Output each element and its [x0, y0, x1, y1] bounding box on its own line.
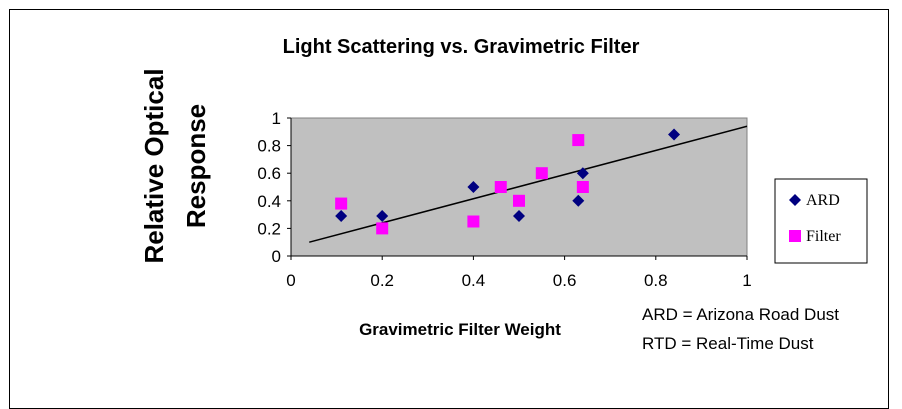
- y-tick-label: 0.2: [257, 219, 281, 238]
- legend-ard-label: ARD: [806, 192, 840, 209]
- ard-point: [576, 167, 589, 180]
- filter-point: [494, 181, 507, 193]
- x-axis-ticks: 0 0.2 0.4 0.6 0.8 1: [286, 256, 752, 290]
- filter-point: [376, 222, 389, 235]
- filter-point: [335, 197, 348, 210]
- filter-point: [535, 167, 548, 180]
- filter-point: [513, 194, 525, 207]
- x-tick-label: 0.8: [644, 271, 668, 290]
- filter-point: [467, 215, 480, 228]
- y-axis-label-line-1: Relative Optical: [139, 68, 169, 263]
- ard-point: [572, 194, 585, 207]
- y-tick-label: 0.8: [257, 137, 281, 156]
- x-tick-label: 0.6: [553, 271, 577, 290]
- x-tick-label: 0: [286, 271, 295, 290]
- y-axis-label-line-2: Response: [181, 104, 211, 228]
- y-axis-label: Relative Optical Response: [139, 68, 211, 263]
- x-tick-label: 1: [742, 271, 751, 290]
- y-tick-label: 1: [272, 109, 281, 128]
- scatter-chart: Light Scattering vs. Gravimetric Filter …: [139, 36, 868, 353]
- ard-point: [376, 209, 389, 222]
- x-tick-label: 0.4: [462, 271, 486, 290]
- legend-ard-marker: [789, 194, 801, 206]
- legend-filter-label: Filter: [806, 228, 841, 245]
- filter-point: [576, 181, 589, 193]
- legend-items: ARD Filter: [789, 192, 841, 245]
- annotation-rtd: RTD = Real-Time Dust: [642, 334, 814, 353]
- filter-point: [572, 134, 585, 147]
- legend-filter-marker: [789, 230, 801, 242]
- y-tick-label: 0.4: [257, 192, 281, 211]
- chart-title: Light Scattering vs. Gravimetric Filter: [283, 36, 640, 58]
- y-tick-label: 0.6: [257, 164, 281, 183]
- annotation-ard: ARD = Arizona Road Dust: [642, 305, 839, 324]
- ard-point: [335, 209, 348, 222]
- ard-point: [513, 209, 525, 222]
- legend: ARD Filter: [774, 178, 868, 264]
- legend-box: [774, 178, 868, 264]
- chart-area: Light Scattering vs. Gravimetric Filter …: [9, 9, 889, 409]
- ard-point: [467, 181, 480, 193]
- y-axis-ticks: 0 0.2 0.4 0.6 0.8 1: [257, 109, 291, 266]
- data-points: [335, 128, 681, 235]
- y-tick-label: 0: [272, 247, 281, 266]
- x-axis-label: Gravimetric Filter Weight: [359, 320, 561, 339]
- axes: [290, 118, 747, 257]
- x-tick-label: 0.2: [370, 271, 394, 290]
- ard-point: [668, 128, 681, 141]
